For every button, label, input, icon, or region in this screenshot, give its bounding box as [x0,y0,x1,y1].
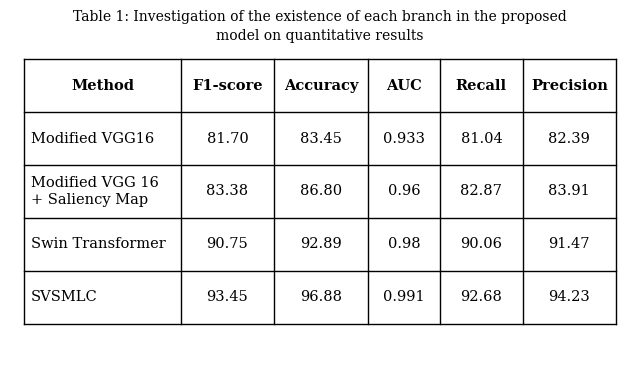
Text: 92.89: 92.89 [300,237,342,251]
Text: 83.38: 83.38 [206,185,248,199]
Text: 83.91: 83.91 [548,185,590,199]
Text: Accuracy: Accuracy [284,79,358,93]
Text: 91.47: 91.47 [548,237,590,251]
Text: 82.87: 82.87 [460,185,502,199]
Text: Modified VGG 16
+ Saliency Map: Modified VGG 16 + Saliency Map [31,176,159,207]
Text: 0.98: 0.98 [388,237,420,251]
Text: Table 1: Investigation of the existence of each branch in the proposed
model on : Table 1: Investigation of the existence … [73,10,567,43]
Text: Modified VGG16: Modified VGG16 [31,131,154,146]
Text: 81.70: 81.70 [207,131,248,146]
Text: 0.933: 0.933 [383,131,425,146]
Text: 96.88: 96.88 [300,290,342,304]
Text: Swin Transformer: Swin Transformer [31,237,166,251]
Text: 0.991: 0.991 [383,290,425,304]
Text: 0.96: 0.96 [388,185,420,199]
Text: 83.45: 83.45 [300,131,342,146]
Text: 81.04: 81.04 [461,131,502,146]
Text: AUC: AUC [386,79,422,93]
Text: 82.39: 82.39 [548,131,590,146]
Text: Precision: Precision [531,79,608,93]
Text: SVSMLC: SVSMLC [31,290,97,304]
Text: 86.80: 86.80 [300,185,342,199]
Text: Recall: Recall [456,79,507,93]
Text: Method: Method [71,79,134,93]
Text: 92.68: 92.68 [460,290,502,304]
Text: 90.75: 90.75 [207,237,248,251]
Text: F1-score: F1-score [192,79,262,93]
Text: 94.23: 94.23 [548,290,590,304]
Text: 93.45: 93.45 [207,290,248,304]
Text: 90.06: 90.06 [460,237,502,251]
